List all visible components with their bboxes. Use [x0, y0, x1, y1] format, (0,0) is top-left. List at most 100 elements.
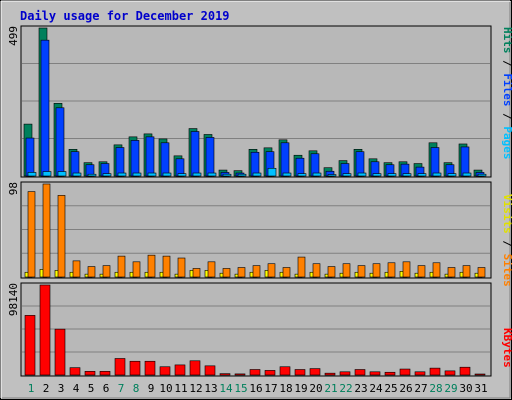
- bar-kbytes: [474, 373, 486, 376]
- bar-kbytes: [249, 369, 261, 376]
- bar-kbytes: [54, 328, 66, 376]
- bar-sites: [477, 267, 486, 278]
- day-label: 7: [118, 382, 125, 395]
- bar-pages: [417, 173, 427, 177]
- bar-pages: [177, 173, 187, 177]
- bar-sites: [342, 263, 351, 278]
- bar-files: [115, 147, 125, 177]
- bar-pages: [297, 173, 307, 177]
- bar-kbytes: [459, 366, 471, 376]
- bar-sites: [312, 263, 321, 278]
- legend-hits: Hits: [501, 27, 512, 54]
- bar-sites: [237, 267, 246, 278]
- bar-files: [355, 151, 365, 177]
- bar-sites: [357, 265, 366, 278]
- bar-pages: [447, 173, 457, 177]
- bar-files: [160, 142, 170, 177]
- bar-pages: [252, 172, 262, 177]
- day-label: 19: [294, 382, 307, 395]
- bar-kbytes: [309, 368, 321, 376]
- bar-files: [460, 146, 470, 177]
- bar-kbytes: [84, 371, 96, 376]
- bar-sites: [282, 267, 291, 278]
- gridlines: [22, 63, 490, 353]
- legend-kbytes: KBytes: [501, 328, 512, 368]
- bar-pages: [102, 173, 112, 177]
- bar-files: [190, 131, 200, 177]
- bar-kbytes: [264, 370, 276, 376]
- bar-pages: [357, 172, 367, 177]
- day-label: 22: [339, 382, 352, 395]
- legend-top: Hits / Files / Pages: [501, 27, 512, 160]
- bar-sites: [462, 265, 471, 278]
- bar-files: [130, 140, 140, 177]
- day-label: 23: [354, 382, 367, 395]
- bar-sites: [447, 267, 456, 278]
- day-label: 27: [414, 382, 427, 395]
- day-label: 4: [73, 382, 80, 395]
- bar-kbytes: [354, 369, 366, 376]
- bar-files: [280, 142, 290, 177]
- day-label: 29: [444, 382, 457, 395]
- day-label: 17: [264, 382, 277, 395]
- bar-sites: [297, 256, 306, 278]
- day-label: 13: [204, 382, 217, 395]
- bar-sites: [132, 261, 141, 278]
- bar-kbytes: [99, 371, 111, 376]
- bar-kbytes: [324, 372, 336, 376]
- bar-pages: [27, 172, 37, 177]
- day-label: 28: [429, 382, 442, 395]
- bar-sites: [372, 263, 381, 278]
- legend-separator: /: [501, 60, 512, 67]
- bar-sites: [27, 191, 36, 278]
- bar-sites: [207, 261, 216, 278]
- bar-sites: [417, 265, 426, 278]
- legend-visits: Visits: [501, 194, 512, 234]
- bar-pages: [162, 172, 172, 177]
- bar-kbytes: [339, 371, 351, 376]
- bar-files: [250, 151, 260, 177]
- day-label: 18: [279, 382, 292, 395]
- bar-sites: [267, 263, 276, 278]
- bar-pages: [132, 172, 142, 177]
- bar-sites: [87, 266, 96, 278]
- day-label: 8: [133, 382, 140, 395]
- bar-pages: [477, 173, 487, 177]
- bar-kbytes: [234, 373, 246, 376]
- bar-sites: [117, 255, 126, 278]
- bar-pages: [402, 173, 412, 177]
- bar-kbytes: [144, 360, 156, 376]
- bar-files: [205, 137, 215, 177]
- bar-sites: [252, 265, 261, 278]
- bar-pages: [312, 172, 322, 177]
- day-label: 25: [384, 382, 397, 395]
- day-label: 12: [189, 382, 202, 395]
- bar-kbytes: [429, 367, 441, 376]
- bar-pages: [117, 172, 127, 177]
- day-label: 10: [159, 382, 172, 395]
- day-label: 26: [399, 382, 412, 395]
- bar-pages: [462, 172, 472, 177]
- day-labels: 1 2 3 4 5 6 7 8 9 10 11 12 13 14 15 16 17 18 19 20 21 22 23 24 2…: [28, 382, 488, 395]
- bar-kbytes: [294, 369, 306, 376]
- day-label: 11: [174, 382, 187, 395]
- bar-pages: [327, 174, 337, 177]
- day-label: 2: [43, 382, 50, 395]
- bar-sites: [327, 266, 336, 278]
- bar-sites: [72, 260, 81, 278]
- bar-sites: [177, 257, 186, 278]
- bar-files: [55, 107, 65, 177]
- day-label: 16: [249, 382, 262, 395]
- bar-kbytes: [69, 367, 81, 376]
- bar-sites: [162, 255, 171, 278]
- bar-sites: [432, 262, 441, 278]
- bar-pages: [432, 172, 442, 177]
- bars: [23, 27, 487, 376]
- bar-pages: [237, 173, 247, 177]
- y-max-label-sites: 98: [7, 182, 20, 195]
- bar-pages: [267, 167, 277, 177]
- bar-kbytes: [114, 358, 126, 376]
- bar-pages: [372, 173, 382, 177]
- day-label: 14: [219, 382, 233, 395]
